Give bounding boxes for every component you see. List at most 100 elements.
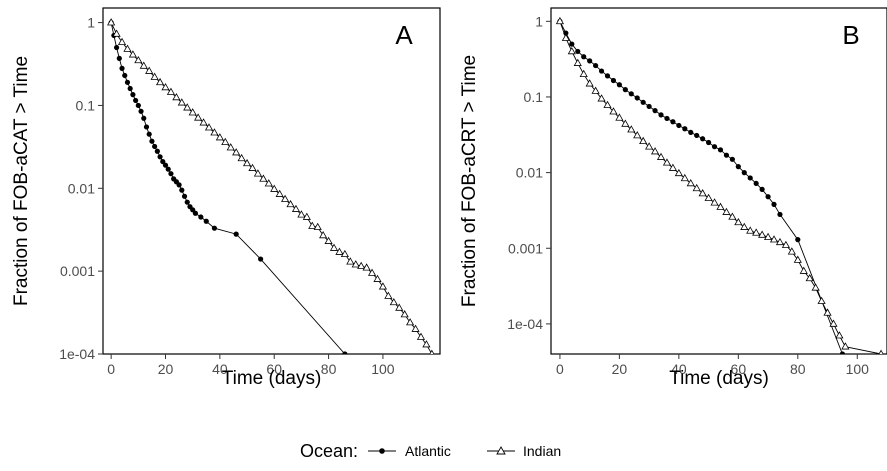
- point-indian-a: [253, 169, 262, 177]
- point-atlantic-a: [113, 44, 120, 51]
- point-indian-b: [645, 142, 654, 150]
- point-indian-a: [177, 98, 186, 106]
- point-indian-a: [335, 247, 344, 255]
- point-atlantic-b: [581, 54, 587, 60]
- x-tick-label-b: 60: [731, 361, 747, 377]
- point-atlantic-b: [646, 103, 652, 110]
- point-atlantic-b: [711, 144, 718, 150]
- point-atlantic-a: [192, 210, 199, 216]
- point-atlantic-b: [682, 126, 688, 132]
- point-indian-b: [710, 198, 719, 206]
- point-indian-a: [351, 260, 360, 268]
- legend-indian-marker: [496, 446, 506, 455]
- panel-label-a: A: [395, 20, 413, 50]
- point-indian-a: [270, 184, 279, 192]
- x-axis-title-a: Time (days): [222, 368, 322, 389]
- point-atlantic-b: [795, 237, 801, 243]
- x-tick-label-b: 100: [846, 361, 870, 377]
- series-line-atlantic-b: [559, 21, 843, 354]
- point-indian-b: [775, 237, 785, 246]
- point-indian-a: [329, 243, 339, 251]
- x-tick-label-a: 20: [158, 361, 174, 377]
- point-atlantic-a: [198, 214, 204, 220]
- point-indian-b: [650, 147, 660, 155]
- y-tick-label-a: 0.001: [60, 263, 95, 279]
- point-indian-b: [627, 125, 636, 133]
- point-indian-b: [752, 228, 761, 236]
- x-tick-label-b: 20: [612, 361, 628, 377]
- point-atlantic-b: [723, 152, 730, 158]
- point-atlantic-b: [598, 68, 605, 74]
- y-axis-title-a: Fraction of FOB-aCAT > Time: [11, 56, 32, 306]
- point-atlantic-b: [705, 139, 712, 146]
- point-indian-a: [395, 303, 404, 311]
- point-atlantic-b: [747, 175, 753, 181]
- point-indian-b: [787, 247, 796, 255]
- point-indian-a: [242, 158, 252, 167]
- point-indian-b: [728, 212, 737, 220]
- point-atlantic-a: [135, 102, 141, 109]
- point-indian-a: [302, 212, 311, 220]
- point-atlantic-b: [622, 87, 628, 93]
- x-tick-label-a: 0: [107, 361, 115, 377]
- y-tick-label-b: 0.1: [524, 89, 544, 105]
- point-atlantic-b: [593, 62, 599, 69]
- point-indian-b: [841, 342, 850, 350]
- point-indian-b: [656, 152, 666, 160]
- point-atlantic-a: [211, 225, 218, 231]
- point-indian-a: [378, 282, 388, 290]
- point-atlantic-a: [258, 256, 264, 262]
- point-indian-b: [561, 33, 570, 41]
- point-indian-b: [603, 100, 612, 108]
- point-atlantic-a: [141, 115, 147, 121]
- point-atlantic-a: [149, 138, 155, 144]
- point-indian-b: [799, 266, 808, 274]
- point-atlantic-a: [138, 108, 144, 114]
- point-atlantic-b: [741, 170, 747, 176]
- point-indian-b: [615, 113, 624, 121]
- point-atlantic-a: [146, 131, 152, 137]
- point-indian-a: [226, 143, 235, 151]
- point-indian-b: [746, 226, 755, 234]
- point-indian-b: [758, 230, 767, 238]
- point-indian-a: [183, 103, 192, 111]
- point-atlantic-b: [694, 132, 700, 139]
- point-atlantic-a: [168, 171, 174, 177]
- point-indian-a: [286, 199, 295, 208]
- y-tick-label-a: 0.1: [76, 97, 96, 113]
- point-indian-a: [416, 332, 426, 340]
- point-indian-a: [429, 349, 435, 354]
- legend: Ocean: Atlantic Indian: [300, 441, 561, 461]
- point-indian-a: [188, 108, 197, 116]
- legend-atlantic-marker: [379, 448, 385, 454]
- y-tick-label-b: 1e-04: [507, 316, 543, 332]
- point-indian-a: [373, 274, 382, 282]
- point-indian-a: [259, 174, 268, 182]
- point-indian-a: [123, 44, 132, 52]
- x-tick-label-b: 0: [556, 361, 564, 377]
- plot-frame-a: [102, 7, 441, 355]
- point-indian-a: [313, 222, 322, 230]
- x-tick-label-a: 60: [266, 361, 282, 377]
- point-atlantic-b: [729, 156, 735, 162]
- legend-indian-label: Indian: [523, 443, 561, 459]
- point-indian-b: [567, 47, 576, 55]
- x-axis-title-b: Time (days): [669, 368, 769, 389]
- point-indian-a: [194, 113, 203, 121]
- x-tick-label-b: 80: [790, 361, 806, 377]
- point-atlantic-b: [569, 41, 575, 47]
- point-atlantic-b: [616, 82, 622, 88]
- point-atlantic-a: [124, 79, 131, 85]
- point-atlantic-a: [160, 158, 166, 165]
- point-indian-a: [406, 318, 415, 326]
- x-tick-label-a: 80: [321, 361, 337, 377]
- point-indian-b: [817, 296, 826, 304]
- point-atlantic-b: [688, 129, 694, 136]
- point-indian-b: [662, 158, 672, 166]
- point-indian-a: [237, 153, 246, 162]
- point-indian-b: [609, 107, 618, 115]
- plot-frame-b: [550, 7, 887, 355]
- point-atlantic-a: [203, 218, 209, 224]
- point-indian-b: [805, 273, 814, 282]
- point-atlantic-b: [717, 147, 724, 153]
